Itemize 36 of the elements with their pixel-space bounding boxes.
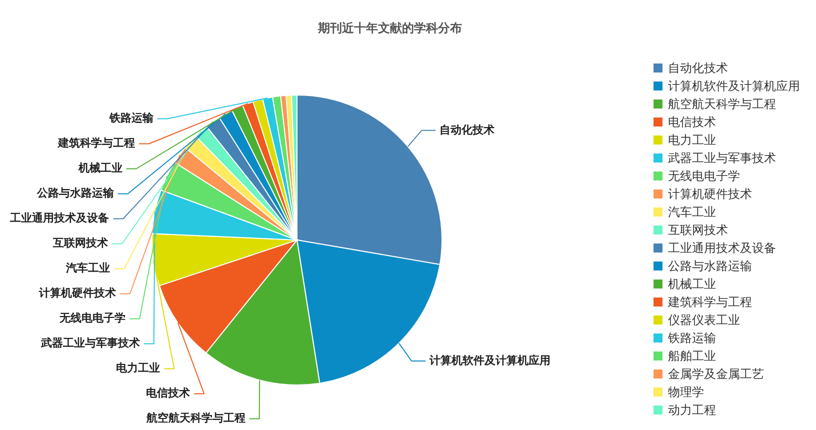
legend-label: 动力工程 xyxy=(668,403,716,417)
data-label: 公路与水路运输 xyxy=(36,186,115,200)
data-label: 电力工业 xyxy=(116,362,160,375)
legend-label: 铁路运输 xyxy=(667,331,716,345)
legend-label: 电信技术 xyxy=(668,115,716,129)
legend-label: 电力工业 xyxy=(668,133,716,147)
legend-label: 武器工业与军事技术 xyxy=(668,151,776,165)
legend-label: 无线电电子学 xyxy=(668,169,740,183)
data-label: 自动化技术 xyxy=(440,123,495,136)
data-label: 计算机硬件技术 xyxy=(38,286,116,300)
legend-label: 互联网技术 xyxy=(668,223,728,237)
chart-title: 期刊近十年文献的学科分布 xyxy=(317,21,462,35)
legend-label: 建筑科学与工程 xyxy=(667,295,752,309)
legend-label: 航空航天科学与工程 xyxy=(668,97,776,111)
data-label: 建筑科学与工程 xyxy=(57,136,136,150)
data-label: 无线电电子学 xyxy=(58,312,126,325)
data-label: 机械工业 xyxy=(77,162,122,175)
legend-label: 公路与水路运输 xyxy=(668,259,752,273)
legend-label: 机械工业 xyxy=(668,277,716,291)
legend-label: 仪器仪表工业 xyxy=(668,313,740,327)
data-label: 电信技术 xyxy=(146,386,190,400)
legend-label: 船舶工业 xyxy=(668,349,716,363)
data-label: 汽车工业 xyxy=(65,262,110,275)
legend-label: 计算机软件及计算机应用 xyxy=(668,79,800,93)
legend-label: 工业通用技术及设备 xyxy=(668,241,776,255)
data-label: 武器工业与军事技术 xyxy=(40,336,140,350)
data-label: 工业通用技术及设备 xyxy=(9,212,110,225)
legend-label: 计算机硬件技术 xyxy=(668,187,752,201)
legend-label: 汽车工业 xyxy=(668,205,716,219)
legend-label: 金属学及金属工艺 xyxy=(668,367,764,381)
legend-label: 物理学 xyxy=(668,385,704,399)
data-label: 互联网技术 xyxy=(52,236,108,250)
data-label: 铁路运输 xyxy=(108,112,154,125)
data-label: 航空航天科学与工程 xyxy=(145,412,246,425)
data-label: 计算机软件及计算机应用 xyxy=(428,354,551,367)
legend-label: 自动化技术 xyxy=(668,61,728,75)
